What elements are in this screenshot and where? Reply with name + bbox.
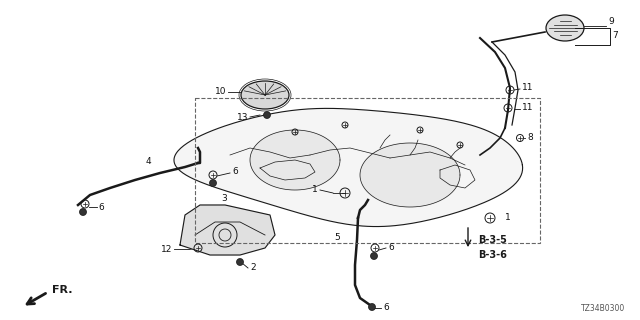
Text: 6: 6 <box>232 167 237 177</box>
Text: 1: 1 <box>505 213 511 222</box>
Text: 9: 9 <box>608 18 614 27</box>
Text: 2: 2 <box>250 263 255 273</box>
Text: 7: 7 <box>612 31 618 41</box>
Text: 6: 6 <box>383 303 388 313</box>
Text: 10: 10 <box>214 87 226 97</box>
Text: 8: 8 <box>527 132 532 141</box>
Circle shape <box>79 209 86 215</box>
Text: 3: 3 <box>221 194 227 203</box>
Ellipse shape <box>546 15 584 41</box>
Text: FR.: FR. <box>52 285 72 295</box>
Text: 4: 4 <box>145 157 151 166</box>
Text: 6: 6 <box>98 203 104 212</box>
Circle shape <box>369 303 376 310</box>
Text: 12: 12 <box>161 244 172 253</box>
Polygon shape <box>360 143 460 207</box>
Bar <box>195 98 540 243</box>
Polygon shape <box>174 108 523 227</box>
Text: 13: 13 <box>237 113 248 122</box>
Text: TZ34B0300: TZ34B0300 <box>580 304 625 313</box>
Text: 5: 5 <box>334 234 340 243</box>
Circle shape <box>237 259 243 266</box>
Text: 11: 11 <box>522 84 534 92</box>
Text: 11: 11 <box>522 103 534 113</box>
Text: B-3-6: B-3-6 <box>478 250 507 260</box>
Circle shape <box>371 252 378 260</box>
Polygon shape <box>250 130 340 190</box>
Circle shape <box>264 111 271 118</box>
Text: B-3-5: B-3-5 <box>478 235 507 245</box>
Text: 1: 1 <box>312 186 318 195</box>
Polygon shape <box>180 205 275 255</box>
Circle shape <box>209 180 216 187</box>
Text: 6: 6 <box>388 244 394 252</box>
Ellipse shape <box>241 81 289 109</box>
